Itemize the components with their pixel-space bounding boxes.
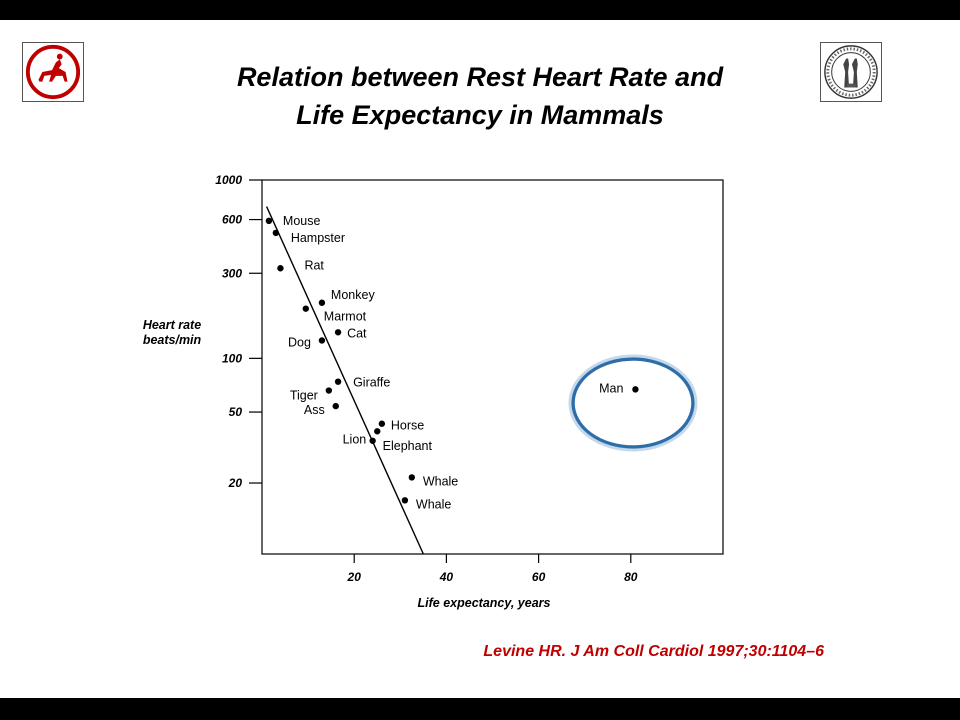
y-tick-label: 100 [222, 351, 242, 365]
seal-icon [824, 45, 878, 99]
y-axis-label-line-1: Heart rate [143, 318, 201, 332]
data-label: Whale [416, 497, 451, 511]
data-label: Elephant [383, 439, 433, 453]
data-point [378, 420, 386, 427]
data-label: Lion [343, 432, 367, 446]
citation: Levine HR. J Am Coll Cardiol 1997;30:110… [483, 643, 824, 660]
title-line-1: Relation between Rest Heart Rate and [236, 62, 724, 92]
centaur-logo [22, 42, 84, 102]
data-label: Hampster [291, 231, 345, 245]
slide-title: Relation between Rest Heart Rate and Lif… [130, 58, 830, 134]
data-point [334, 329, 342, 336]
data-point [272, 229, 280, 237]
highlight-ellipse [571, 357, 695, 449]
data-label: Mouse [283, 214, 321, 228]
data-point [325, 387, 333, 394]
data-point [334, 378, 342, 385]
data-point [374, 428, 381, 435]
title-line-2: Life Expectancy in Mammals [296, 100, 664, 130]
data-point [632, 386, 639, 393]
y-tick-label: 300 [222, 266, 242, 280]
data-point [408, 474, 416, 481]
x-tick-label: 20 [347, 570, 362, 584]
data-label: Whale [423, 474, 458, 488]
data-label: Marmot [324, 310, 367, 324]
data-point [318, 337, 326, 344]
data-label: Rat [304, 258, 324, 272]
plot-frame [261, 179, 724, 555]
y-tick-label: 20 [228, 476, 243, 490]
data-label: Dog [288, 335, 311, 349]
y-tick-label: 1000 [215, 173, 242, 187]
x-tick-label: 80 [624, 570, 638, 584]
data-label: Ass [304, 403, 325, 417]
y-axis-label-line-2: beats/min [143, 333, 202, 347]
highlight-glow [568, 354, 698, 452]
data-point [302, 305, 309, 312]
y-tick-label: 50 [229, 405, 243, 419]
data-label: Giraffe [353, 376, 390, 390]
trend-line [265, 206, 424, 555]
x-tick-label: 60 [532, 570, 546, 584]
x-axis-label: Life expectancy, years [418, 596, 551, 610]
data-point [277, 265, 284, 272]
data-point [318, 299, 326, 306]
data-point [265, 217, 273, 225]
university-seal-logo [820, 42, 882, 102]
data-point [369, 437, 376, 444]
centaur-icon [25, 44, 81, 100]
data-points: Mouse Hampster Rat Monkey Marmot Cat Dog Giraff… [265, 214, 639, 511]
data-point [332, 402, 339, 410]
top-black-bar [0, 0, 960, 20]
x-axis: 20 40 60 80 [347, 554, 638, 584]
bottom-black-bar [0, 698, 960, 720]
data-label: Cat [347, 326, 367, 340]
x-tick-label: 40 [439, 570, 454, 584]
data-label: Man [599, 381, 623, 395]
data-point [401, 497, 409, 504]
data-label: Horse [391, 419, 424, 433]
data-label: Monkey [331, 288, 376, 302]
y-tick-label: 600 [222, 213, 242, 227]
data-label: Tiger [290, 389, 318, 403]
y-axis: 1000 600 300 100 50 20 [215, 173, 262, 490]
